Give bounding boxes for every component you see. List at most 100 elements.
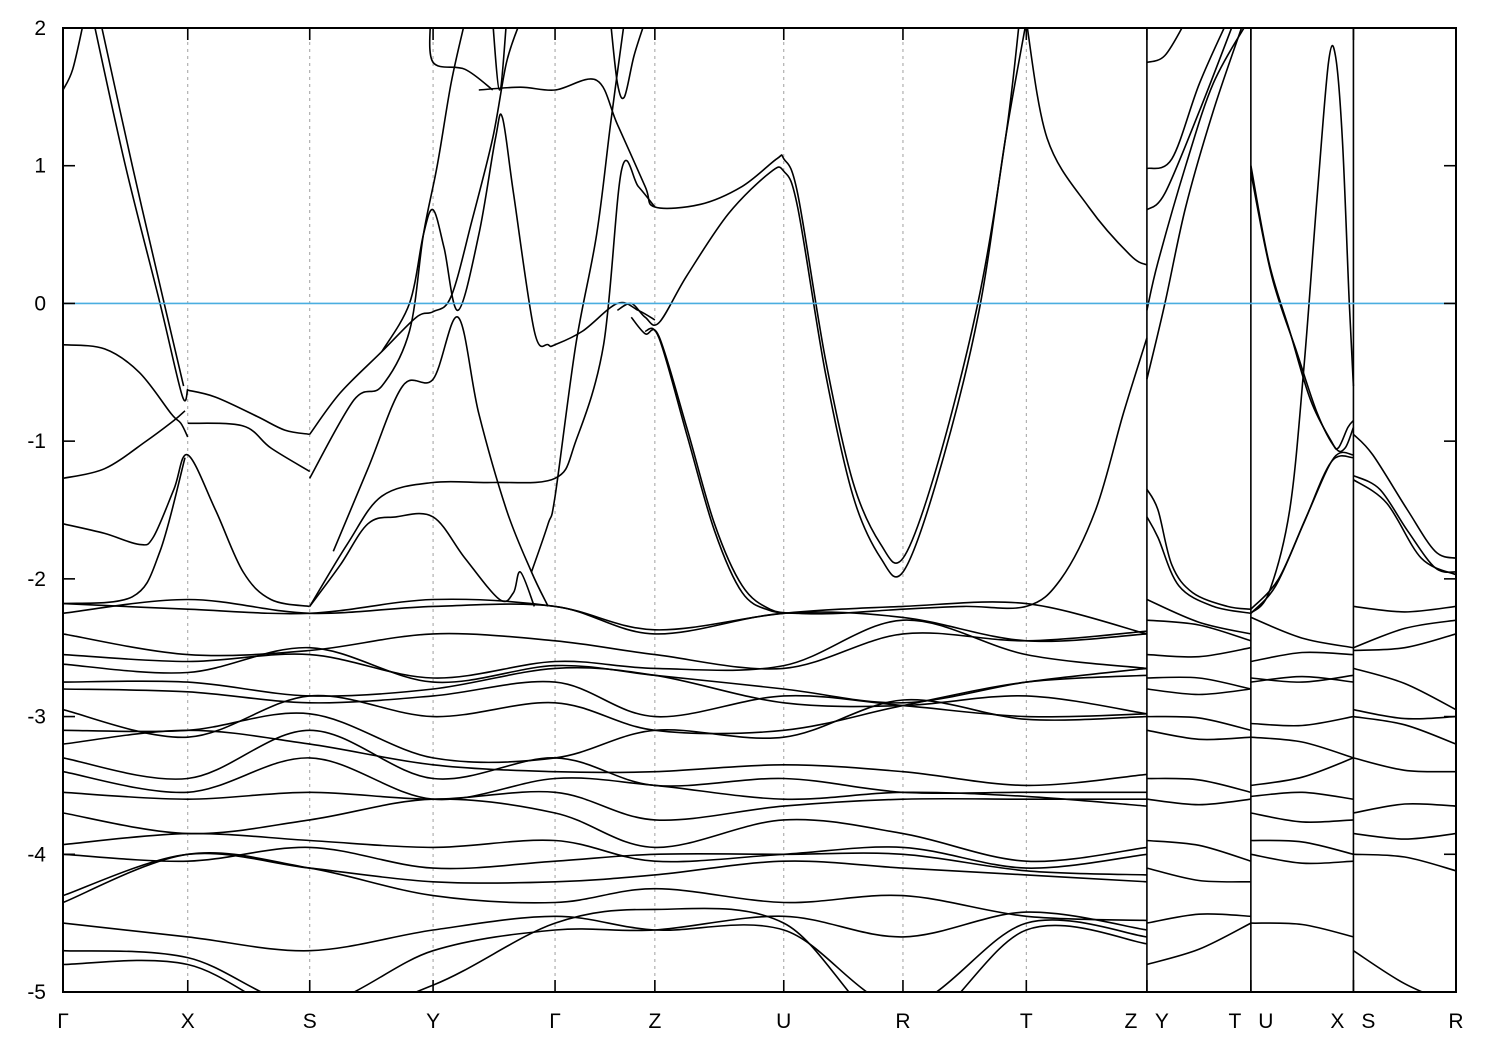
y-tick-label: -1 bbox=[27, 430, 46, 453]
band-line bbox=[309, 512, 536, 607]
y-tick-label: 2 bbox=[34, 17, 46, 40]
band-line bbox=[1250, 715, 1354, 727]
x-tick-label: Γ bbox=[57, 1010, 69, 1033]
band-line bbox=[309, 28, 465, 479]
band-line bbox=[1353, 832, 1456, 840]
y-tick-label: -3 bbox=[27, 706, 46, 729]
band-line bbox=[187, 422, 311, 473]
plot-frame bbox=[62, 27, 1457, 993]
band-line bbox=[1353, 715, 1456, 745]
band-line bbox=[1026, 28, 1148, 266]
band-line bbox=[309, 28, 519, 435]
band-line bbox=[1250, 791, 1354, 800]
y-tick-label: -4 bbox=[27, 843, 46, 866]
band-line bbox=[1250, 839, 1354, 856]
band-line bbox=[1146, 688, 1251, 696]
band-line bbox=[63, 798, 1147, 863]
band-line bbox=[1250, 812, 1354, 823]
x-tick-label: R bbox=[895, 1010, 910, 1033]
band-line bbox=[1146, 28, 1233, 211]
x-tick-label: X bbox=[1330, 1010, 1344, 1033]
band-line bbox=[1250, 853, 1354, 865]
band-line bbox=[1250, 922, 1354, 938]
band-line bbox=[644, 327, 798, 615]
band-line bbox=[63, 598, 1147, 643]
band-line bbox=[63, 852, 1147, 922]
x-tick-label: R bbox=[1448, 1010, 1463, 1033]
band-line bbox=[63, 790, 1147, 821]
band-line bbox=[94, 28, 189, 402]
band-line bbox=[492, 28, 507, 91]
band-line bbox=[63, 343, 189, 438]
band-line bbox=[1353, 633, 1456, 652]
band-line bbox=[63, 598, 1148, 635]
band-line bbox=[1353, 802, 1456, 814]
band-line bbox=[63, 852, 1147, 897]
band-line bbox=[478, 28, 1020, 564]
band-line bbox=[1146, 619, 1252, 642]
band-line bbox=[63, 454, 310, 608]
band-line bbox=[1250, 757, 1354, 787]
band-line bbox=[1352, 433, 1456, 559]
band-line bbox=[1146, 488, 1251, 610]
band-line bbox=[1250, 651, 1354, 663]
x-tick-label: S bbox=[303, 1010, 317, 1033]
x-tick-label: T bbox=[1020, 1010, 1033, 1033]
band-line bbox=[1353, 619, 1456, 649]
band-line bbox=[63, 410, 186, 480]
band-line bbox=[630, 316, 1148, 615]
band-line bbox=[1146, 839, 1252, 862]
y-tick-label: 1 bbox=[34, 155, 46, 178]
band-line bbox=[63, 911, 1148, 992]
band-line bbox=[1146, 729, 1251, 741]
band-line bbox=[1146, 913, 1251, 924]
band-line bbox=[63, 757, 1147, 807]
x-tick-label: Y bbox=[1155, 1010, 1169, 1033]
band-line bbox=[187, 389, 310, 436]
band-line bbox=[1250, 736, 1354, 759]
band-line bbox=[1353, 474, 1456, 574]
band-line bbox=[63, 630, 1147, 670]
band-line bbox=[63, 619, 1147, 679]
x-tick-label: Y bbox=[426, 1010, 440, 1033]
y-tick-label: -5 bbox=[27, 981, 46, 1004]
band-line bbox=[1353, 708, 1456, 720]
band-line bbox=[1146, 646, 1252, 658]
band-line bbox=[309, 159, 656, 607]
band-line bbox=[1250, 44, 1355, 614]
band-line bbox=[63, 457, 186, 605]
band-line bbox=[1250, 674, 1354, 683]
band-line bbox=[63, 666, 1148, 715]
band-line bbox=[63, 698, 1147, 764]
band-line bbox=[1146, 28, 1243, 380]
band-line bbox=[63, 674, 1147, 739]
band-line bbox=[1250, 616, 1354, 649]
x-tick-label: Z bbox=[1124, 1010, 1137, 1033]
band-line bbox=[1352, 479, 1456, 576]
band-line bbox=[1250, 455, 1354, 614]
y-tick-label: -2 bbox=[27, 568, 46, 591]
x-tick-label: Z bbox=[648, 1010, 661, 1033]
band-line bbox=[63, 729, 1147, 787]
band-line bbox=[1146, 28, 1226, 170]
band-line bbox=[332, 316, 549, 607]
x-tick-label: U bbox=[776, 1010, 791, 1033]
x-tick-label: X bbox=[181, 1010, 195, 1033]
band-line bbox=[1146, 516, 1252, 615]
band-line bbox=[1146, 28, 1245, 311]
band-line bbox=[1250, 451, 1354, 610]
band-line bbox=[616, 28, 1026, 578]
band-line bbox=[1146, 798, 1251, 806]
band-line bbox=[63, 846, 1147, 876]
band-line bbox=[610, 28, 644, 100]
band-line bbox=[1353, 605, 1456, 613]
band-line bbox=[1146, 777, 1252, 794]
band-line bbox=[1353, 667, 1456, 711]
band-line bbox=[1353, 757, 1456, 773]
band-line bbox=[63, 907, 1147, 992]
band-line bbox=[1146, 922, 1252, 966]
band-line bbox=[1146, 28, 1183, 64]
bands bbox=[63, 28, 1456, 992]
x-tick-label: S bbox=[1361, 1010, 1375, 1033]
y-tick-label: 0 bbox=[34, 292, 46, 315]
